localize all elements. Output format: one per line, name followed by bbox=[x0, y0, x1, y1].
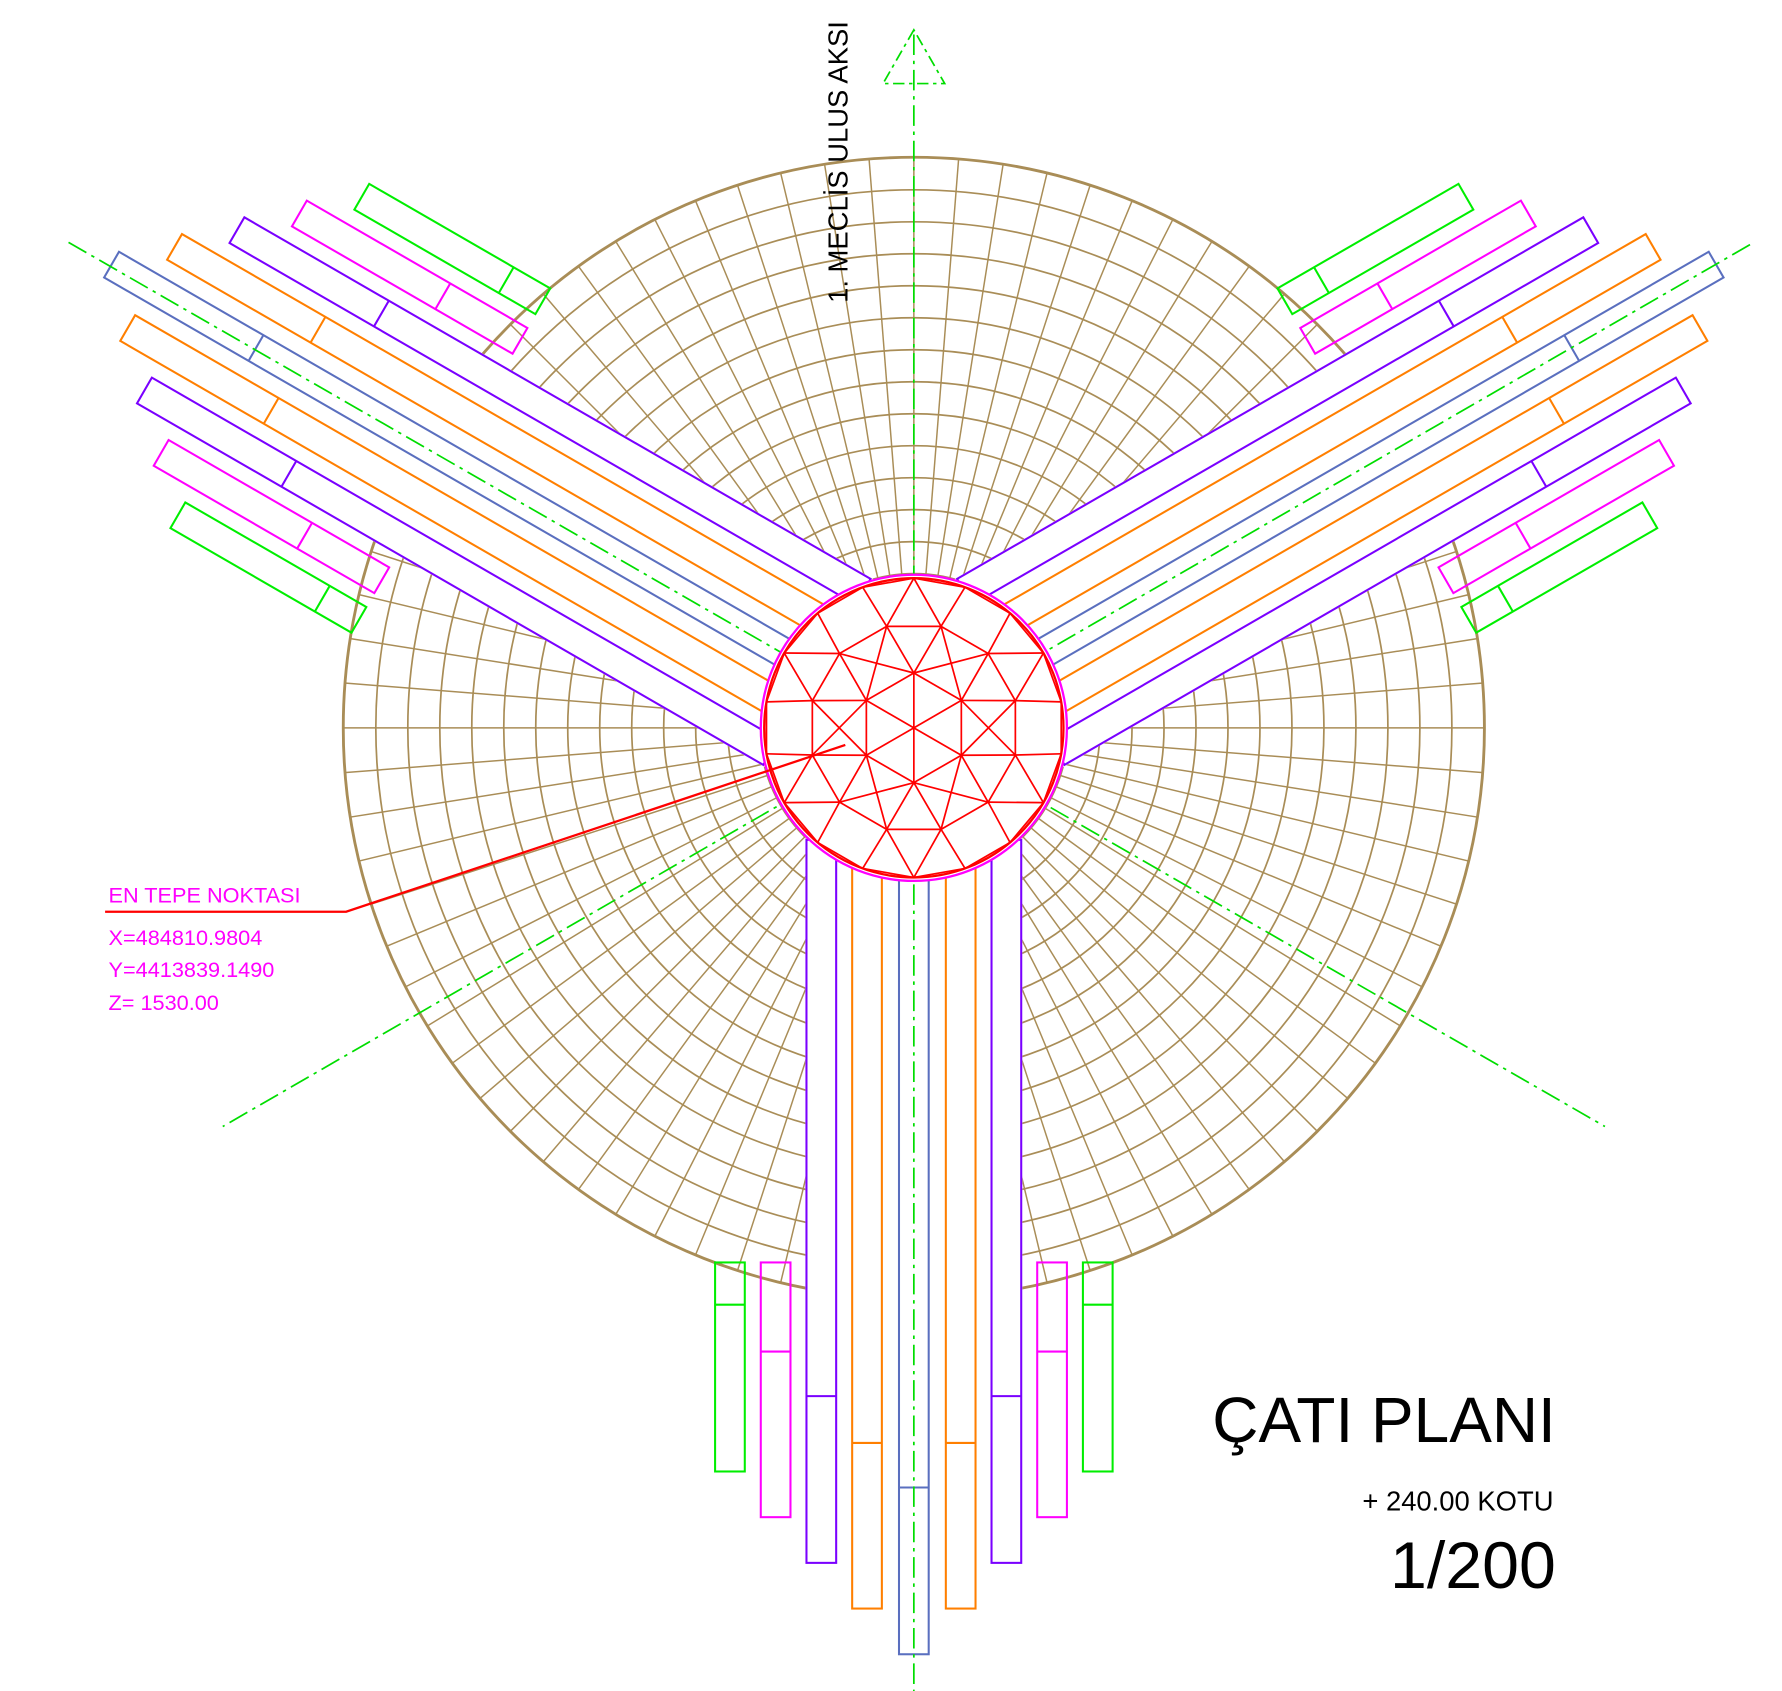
roof-plan: 1. MECLİS ULUS AKSI EN TEPE NOKTASI X=48… bbox=[0, 0, 1782, 1691]
annotation-y: Y=4413839.1490 bbox=[109, 957, 275, 982]
strip-divider bbox=[435, 283, 450, 309]
drawing-title: ÇATI PLANI bbox=[1212, 1384, 1556, 1456]
page: 1. MECLİS ULUS AKSI EN TEPE NOKTASI X=48… bbox=[0, 0, 1782, 1691]
strip-divider bbox=[264, 398, 279, 424]
roof-strip bbox=[1461, 502, 1657, 632]
roof-strip bbox=[715, 1262, 745, 1471]
roof-strip bbox=[1037, 1262, 1067, 1517]
roof-strip bbox=[1300, 201, 1535, 354]
strip-divider bbox=[1516, 523, 1531, 549]
strip-divider bbox=[1549, 398, 1564, 424]
dome-edge bbox=[784, 802, 839, 803]
strip-divider bbox=[311, 317, 326, 343]
dome-edge bbox=[988, 802, 1043, 803]
strip-divider bbox=[1531, 461, 1546, 487]
axis-label: 1. MECLİS ULUS AKSI bbox=[823, 21, 854, 303]
roof-strip bbox=[1277, 184, 1473, 314]
roof-strip bbox=[170, 502, 366, 632]
strip-divider bbox=[1498, 586, 1513, 612]
dome-edge bbox=[1015, 701, 1061, 702]
roof-strip bbox=[292, 201, 527, 354]
dome-edge bbox=[784, 653, 839, 654]
strip-divider bbox=[499, 267, 514, 293]
strip-divider bbox=[297, 523, 312, 549]
roof-strip bbox=[354, 184, 550, 314]
annotation-title: EN TEPE NOKTASI bbox=[109, 883, 301, 908]
dome-edge bbox=[766, 754, 812, 755]
strip-divider bbox=[1439, 301, 1454, 327]
elevation: + 240.00 KOTU bbox=[1362, 1485, 1553, 1516]
grid-radial bbox=[358, 764, 763, 861]
strip-divider bbox=[1314, 267, 1329, 293]
dome bbox=[761, 575, 1067, 881]
dome-edge bbox=[766, 701, 812, 702]
grid-radial bbox=[386, 787, 771, 947]
grid-radial bbox=[1061, 775, 1458, 904]
roof-strip bbox=[761, 1262, 791, 1517]
strip-divider bbox=[1502, 317, 1517, 343]
grid-radial bbox=[950, 172, 1047, 577]
grid-radial bbox=[1064, 764, 1469, 861]
strip-divider bbox=[374, 301, 389, 327]
strip-divider bbox=[249, 335, 264, 361]
annotation-z: Z= 1530.00 bbox=[109, 990, 219, 1015]
strip-divider bbox=[315, 586, 330, 612]
roof-strip bbox=[1083, 1262, 1113, 1471]
dome-edge bbox=[988, 653, 1043, 654]
strip-divider bbox=[281, 461, 296, 487]
annotation-x: X=484810.9804 bbox=[109, 925, 263, 950]
grid-radial bbox=[371, 775, 768, 904]
scale: 1/200 bbox=[1390, 1529, 1556, 1603]
strip-divider bbox=[1377, 283, 1392, 309]
dome-edge bbox=[1015, 754, 1061, 755]
